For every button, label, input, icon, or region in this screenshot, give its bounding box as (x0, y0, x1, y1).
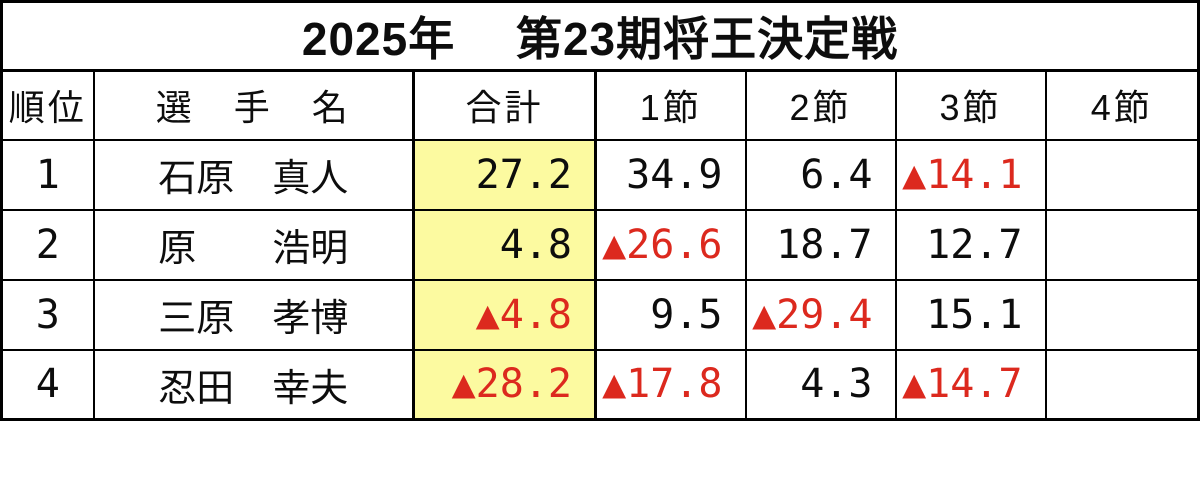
col-header-total: 合計 (412, 69, 597, 141)
player-name-cell: 三原 孝博 (92, 278, 415, 351)
player-name-cell: 忍田 幸夫 (92, 348, 415, 421)
round3-cell: ▲14.1 (894, 138, 1047, 211)
col-header-round2: 2節 (744, 69, 897, 141)
rank-cell: 3 (0, 278, 95, 351)
standings-table: 2025年 第23期将王決定戦 順位 選 手 名 合計 1節 2節 3節 4節 … (0, 0, 1200, 421)
round2-cell: 4.3 (744, 348, 897, 421)
rank-cell: 1 (0, 138, 95, 211)
total-cell: ▲4.8 (412, 278, 597, 351)
round4-cell (1044, 208, 1200, 281)
round3-cell: ▲14.7 (894, 348, 1047, 421)
col-header-round3: 3節 (894, 69, 1047, 141)
table-row: 1 石原 真人 27.2 34.9 6.4 ▲14.1 (0, 138, 1200, 211)
rank-cell: 4 (0, 348, 95, 421)
round2-cell: ▲29.4 (744, 278, 897, 351)
player-name-cell: 石原 真人 (92, 138, 415, 211)
round2-cell: 18.7 (744, 208, 897, 281)
col-header-round1: 1節 (594, 69, 747, 141)
round3-cell: 12.7 (894, 208, 1047, 281)
round4-cell (1044, 138, 1200, 211)
page-title: 2025年 第23期将王決定戦 (0, 0, 1200, 72)
round1-cell: ▲17.8 (594, 348, 747, 421)
round3-cell: 15.1 (894, 278, 1047, 351)
round2-cell: 6.4 (744, 138, 897, 211)
round4-cell (1044, 278, 1200, 351)
table-row: 3 三原 孝博 ▲4.8 9.5 ▲29.4 15.1 (0, 278, 1200, 351)
col-header-rank: 順位 (0, 69, 95, 141)
col-header-round4: 4節 (1044, 69, 1200, 141)
total-cell: 4.8 (412, 208, 597, 281)
round4-cell (1044, 348, 1200, 421)
round1-cell: 9.5 (594, 278, 747, 351)
rank-cell: 2 (0, 208, 95, 281)
header-row: 順位 選 手 名 合計 1節 2節 3節 4節 (0, 69, 1200, 141)
round1-cell: 34.9 (594, 138, 747, 211)
title-row: 2025年 第23期将王決定戦 (0, 0, 1200, 72)
col-header-player-name: 選 手 名 (92, 69, 415, 141)
table-row: 4 忍田 幸夫 ▲28.2 ▲17.8 4.3 ▲14.7 (0, 348, 1200, 421)
total-cell: ▲28.2 (412, 348, 597, 421)
round1-cell: ▲26.6 (594, 208, 747, 281)
player-name-cell: 原 浩明 (92, 208, 415, 281)
total-cell: 27.2 (412, 138, 597, 211)
table-row: 2 原 浩明 4.8 ▲26.6 18.7 12.7 (0, 208, 1200, 281)
